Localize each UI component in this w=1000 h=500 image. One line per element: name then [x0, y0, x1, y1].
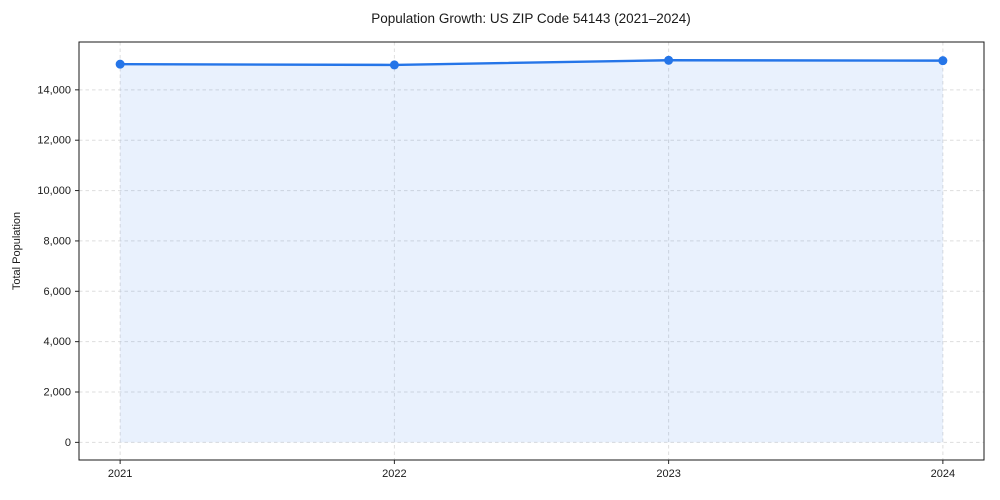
x-tick-label: 2021 [108, 468, 132, 480]
gridlines [79, 42, 984, 460]
series-line [118, 59, 945, 67]
y-tick-label: 10,000 [37, 185, 71, 197]
y-tick-label: 0 [65, 437, 71, 449]
x-tick-label: 2023 [656, 468, 680, 480]
y-tick-label: 12,000 [37, 135, 71, 147]
chart-title: Population Growth: US ZIP Code 54143 (20… [371, 11, 690, 26]
axes-spines [78, 41, 985, 461]
data-point-marker [938, 56, 948, 66]
y-tick-label: 4,000 [43, 336, 71, 348]
y-tick-label: 8,000 [43, 235, 71, 247]
area-fill [120, 60, 943, 443]
y-axis-label: Total Population [11, 212, 23, 290]
y-tick-label: 14,000 [37, 84, 71, 96]
x-tick-label: 2022 [382, 468, 406, 480]
axis-ticks: 0 2,000 4,000 6,000 8,000 10,000 12,000 14,000 2… [37, 84, 955, 480]
y-tick-label: 2,000 [43, 387, 71, 399]
data-point-marker [389, 60, 399, 70]
plot-area-background [79, 42, 984, 460]
data-point-marker [664, 55, 674, 65]
x-tick-label: 2024 [931, 468, 955, 480]
population-series [115, 55, 948, 443]
data-point-marker [115, 59, 125, 69]
y-tick-label: 6,000 [43, 286, 71, 298]
